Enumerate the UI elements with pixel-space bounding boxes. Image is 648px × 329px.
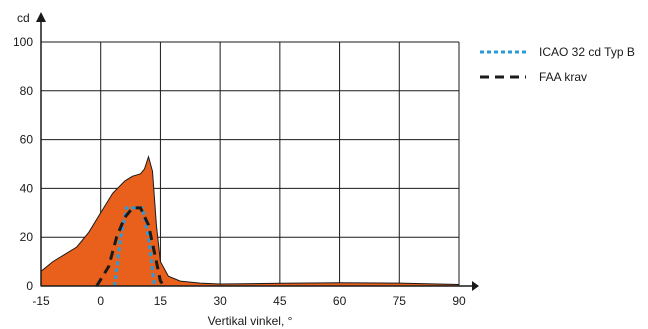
x-tick-label: 60	[333, 294, 347, 308]
y-tick-label: 100	[13, 35, 33, 49]
x-tick-label: 30	[213, 294, 227, 308]
x-tick-label: -15	[32, 294, 50, 308]
x-tick-label: 15	[154, 294, 168, 308]
legend-icao-label: ICAO 32 cd Typ B	[539, 45, 635, 59]
y-axis-arrow-icon	[36, 12, 46, 22]
y-tick-label: 20	[20, 230, 34, 244]
x-tick-label: 45	[273, 294, 287, 308]
y-tick-label: 40	[20, 181, 34, 195]
y-tick-label: 0	[26, 279, 33, 293]
faa-series-line	[95, 206, 166, 287]
y-tick-label: 80	[20, 84, 34, 98]
axes	[36, 12, 479, 291]
y-tick-label: 60	[20, 133, 34, 147]
x-tick-label: 90	[452, 294, 466, 308]
x-axis-arrow-icon	[472, 281, 479, 291]
icao-series-line	[113, 206, 156, 287]
x-axis-label: Vertikal vinkel, °	[208, 314, 293, 328]
x-tick-label: 75	[393, 294, 407, 308]
y-axis-label: cd	[17, 11, 30, 25]
legend: ICAO 32 cd Typ B FAA krav	[480, 45, 635, 84]
grid	[41, 41, 460, 286]
x-tick-label: 0	[97, 294, 104, 308]
legend-faa-label: FAA krav	[539, 70, 587, 84]
intensity-area	[40, 154, 460, 287]
